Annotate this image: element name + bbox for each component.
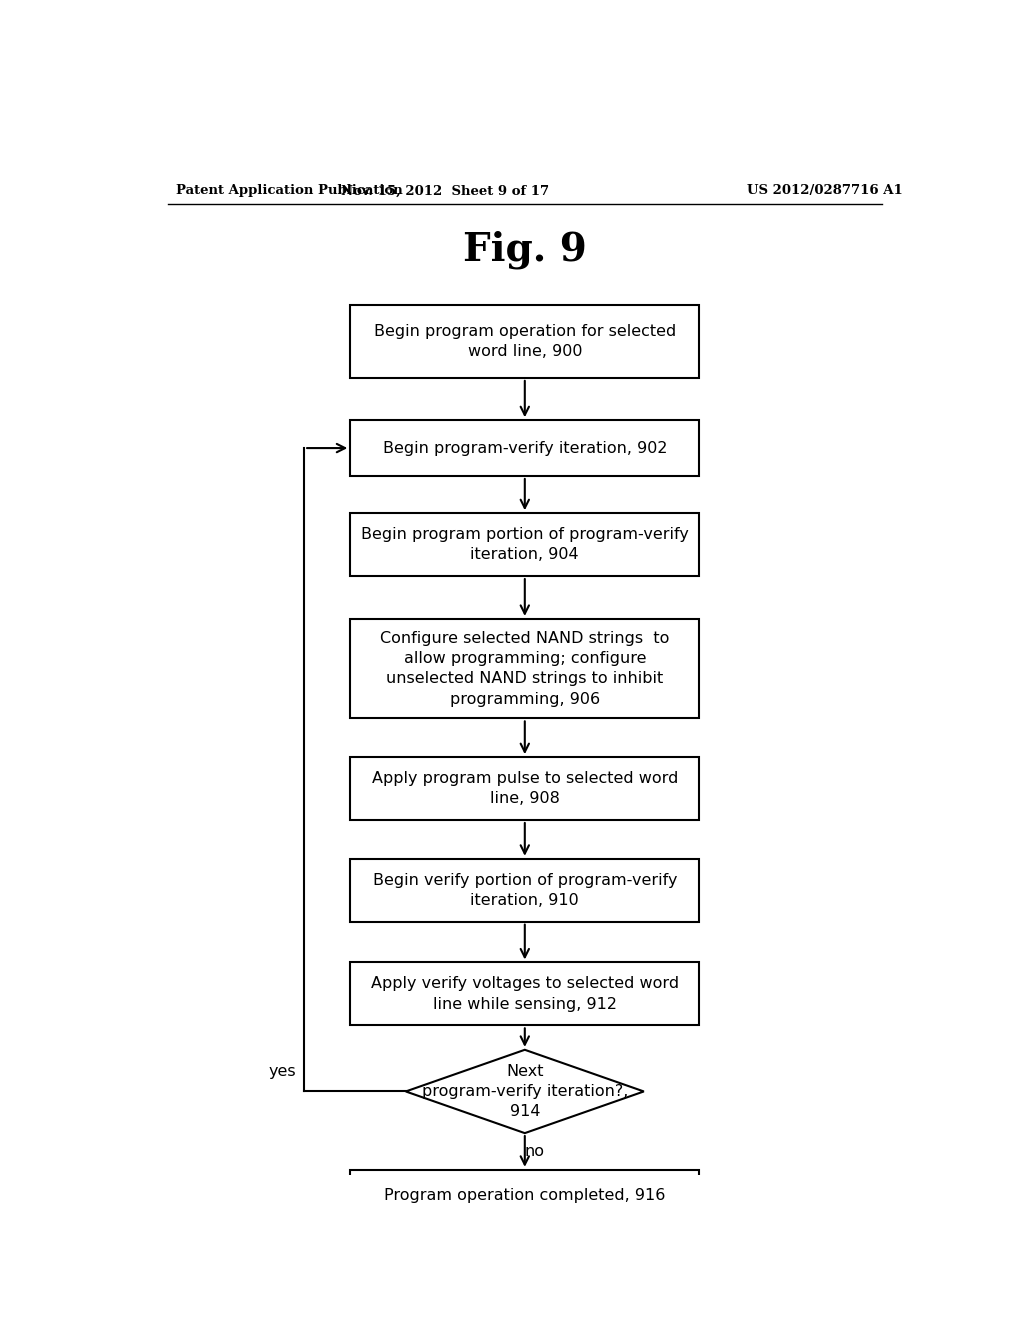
Text: Next
program-verify iteration?,
914: Next program-verify iteration?, 914 — [422, 1064, 628, 1119]
FancyBboxPatch shape — [350, 859, 699, 921]
Text: US 2012/0287716 A1: US 2012/0287716 A1 — [748, 185, 903, 198]
FancyBboxPatch shape — [350, 962, 699, 1026]
Text: Apply verify voltages to selected word
line while sensing, 912: Apply verify voltages to selected word l… — [371, 977, 679, 1011]
Text: Begin verify portion of program-verify
iteration, 910: Begin verify portion of program-verify i… — [373, 873, 677, 908]
Text: Configure selected NAND strings  to
allow programming; configure
unselected NAND: Configure selected NAND strings to allow… — [380, 631, 670, 706]
FancyBboxPatch shape — [350, 1170, 699, 1221]
FancyBboxPatch shape — [350, 305, 699, 378]
Text: Begin program-verify iteration, 902: Begin program-verify iteration, 902 — [383, 441, 667, 455]
Text: Fig. 9: Fig. 9 — [463, 231, 587, 269]
Text: Nov. 15, 2012  Sheet 9 of 17: Nov. 15, 2012 Sheet 9 of 17 — [341, 185, 550, 198]
Text: yes: yes — [268, 1064, 296, 1080]
Text: Patent Application Publication: Patent Application Publication — [176, 185, 402, 198]
Text: Begin program operation for selected
word line, 900: Begin program operation for selected wor… — [374, 323, 676, 359]
FancyBboxPatch shape — [350, 420, 699, 477]
Text: Apply program pulse to selected word
line, 908: Apply program pulse to selected word lin… — [372, 771, 678, 807]
Text: Program operation completed, 916: Program operation completed, 916 — [384, 1188, 666, 1203]
FancyBboxPatch shape — [350, 758, 699, 820]
Polygon shape — [406, 1049, 644, 1133]
Text: Begin program portion of program-verify
iteration, 904: Begin program portion of program-verify … — [360, 527, 689, 562]
FancyBboxPatch shape — [350, 513, 699, 576]
FancyBboxPatch shape — [350, 619, 699, 718]
Text: no: no — [524, 1144, 545, 1159]
